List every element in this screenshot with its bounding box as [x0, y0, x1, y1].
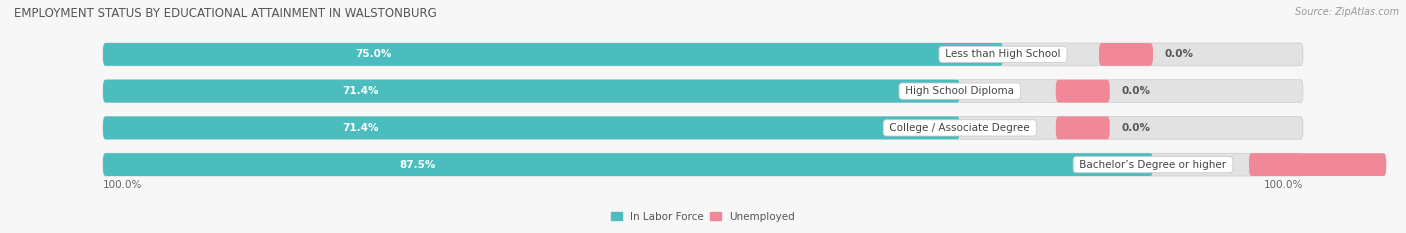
- Text: High School Diploma: High School Diploma: [903, 86, 1018, 96]
- Text: College / Associate Degree: College / Associate Degree: [886, 123, 1033, 133]
- FancyBboxPatch shape: [103, 153, 1153, 176]
- FancyBboxPatch shape: [103, 153, 1303, 176]
- Text: 100.0%: 100.0%: [1264, 180, 1303, 190]
- FancyBboxPatch shape: [103, 43, 1303, 66]
- Text: 0.0%: 0.0%: [1122, 86, 1150, 96]
- Text: 0.0%: 0.0%: [1166, 49, 1194, 59]
- FancyBboxPatch shape: [1056, 80, 1109, 103]
- Text: EMPLOYMENT STATUS BY EDUCATIONAL ATTAINMENT IN WALSTONBURG: EMPLOYMENT STATUS BY EDUCATIONAL ATTAINM…: [14, 7, 437, 20]
- Text: 71.4%: 71.4%: [342, 123, 378, 133]
- Legend: In Labor Force, Unemployed: In Labor Force, Unemployed: [612, 212, 794, 222]
- FancyBboxPatch shape: [1249, 153, 1386, 176]
- FancyBboxPatch shape: [1099, 43, 1153, 66]
- Text: 100.0%: 100.0%: [103, 180, 142, 190]
- Text: Less than High School: Less than High School: [942, 49, 1064, 59]
- Text: 71.4%: 71.4%: [342, 86, 378, 96]
- FancyBboxPatch shape: [1056, 116, 1109, 139]
- FancyBboxPatch shape: [103, 43, 1002, 66]
- Text: 87.5%: 87.5%: [399, 160, 436, 170]
- FancyBboxPatch shape: [103, 80, 1303, 103]
- FancyBboxPatch shape: [103, 80, 960, 103]
- Text: 75.0%: 75.0%: [354, 49, 391, 59]
- Text: 0.0%: 0.0%: [1122, 123, 1150, 133]
- FancyBboxPatch shape: [103, 116, 1303, 139]
- Text: Bachelor’s Degree or higher: Bachelor’s Degree or higher: [1077, 160, 1230, 170]
- Text: Source: ZipAtlas.com: Source: ZipAtlas.com: [1295, 7, 1399, 17]
- FancyBboxPatch shape: [103, 116, 960, 139]
